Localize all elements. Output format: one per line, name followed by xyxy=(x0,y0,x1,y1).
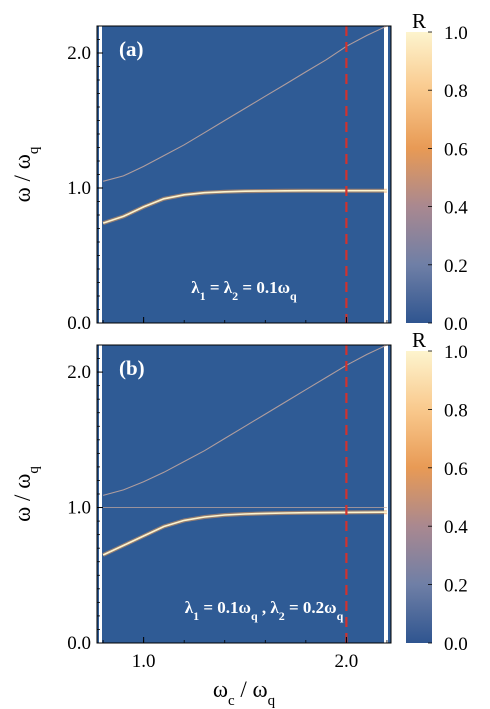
branch-upper xyxy=(102,344,388,496)
x-tick-label: 1.0 xyxy=(132,651,156,672)
colorbar-title: R xyxy=(412,9,426,33)
annotation-sub: q xyxy=(337,609,344,623)
edge-stripe-right xyxy=(384,345,388,643)
annotation-part: = 0.1ω xyxy=(238,278,290,297)
edge-stripe-right xyxy=(384,26,388,323)
colorbar-tick-label: 1.0 xyxy=(444,23,468,44)
colorbar-gradient xyxy=(406,351,432,643)
y-axis-label-part: ω / ω xyxy=(10,154,35,202)
annotation: λ1 = λ2 = 0.1ωq xyxy=(191,278,297,303)
y-axis-label: ω / ωq xyxy=(10,466,42,522)
panel-b: 0.01.02.01.0 2.0(b)λ1 = 0.1ωq , λ2 = 0.2ω… xyxy=(10,328,468,709)
annotation-sub: 2 xyxy=(232,289,238,303)
y-tick-label: 2.0 xyxy=(67,362,91,383)
colorbar-tick-label: 0.0 xyxy=(444,634,468,655)
y-tick-label: 0.0 xyxy=(67,313,91,334)
y-axis-label-sub: q xyxy=(26,466,42,474)
annotation-part: λ xyxy=(185,598,194,617)
annotation-part: = 0.2ω xyxy=(285,598,337,617)
y-axis-label: ω / ωq xyxy=(10,146,42,202)
annotation-sub: 2 xyxy=(279,609,285,623)
annotation: λ1 = 0.1ωq , λ2 = 0.2ωq xyxy=(185,598,344,623)
colorbar-tick-label: 0.2 xyxy=(444,256,468,277)
y-tick-label: 1.0 xyxy=(67,498,91,519)
x-axis-label-part: / ω xyxy=(235,677,268,702)
branch-lower xyxy=(102,189,387,224)
colorbar-tick-label: 0.8 xyxy=(444,81,468,102)
colorbar-tick-label: 1.0 xyxy=(444,342,468,363)
annotation-sub: 1 xyxy=(200,289,206,303)
y-axis-label-sub: q xyxy=(26,146,42,154)
colorbar-gradient xyxy=(406,32,432,323)
annotation-sub: q xyxy=(290,289,297,303)
y-tick-label: 2.0 xyxy=(67,43,91,64)
heatmap-background xyxy=(97,26,391,323)
annotation-part: = 0.1ω xyxy=(199,598,251,617)
colorbar-tick-label: 0.2 xyxy=(444,576,468,597)
x-axis-label-part: ω xyxy=(213,677,228,702)
colorbar-tick-label: 0.8 xyxy=(444,400,468,421)
y-tick-label: 0.0 xyxy=(67,633,91,654)
y-axis-label-part: ω / ω xyxy=(10,474,35,522)
colorbar-tick-label: 0.4 xyxy=(444,198,468,219)
colorbar-tick-label: 0.0 xyxy=(444,314,468,335)
colorbar-tick-label: 0.6 xyxy=(444,459,468,480)
branch-upper xyxy=(102,25,388,182)
x-tick-label: 2.0 xyxy=(335,651,359,672)
annotation-sub: 1 xyxy=(193,609,199,623)
colorbar: R 0.0 0.2 0.4 0.6 0.8 1.0 xyxy=(406,328,468,655)
colorbar-tick-label: 0.6 xyxy=(444,139,468,160)
annotation-part: = λ xyxy=(206,278,233,297)
branch-lower xyxy=(102,511,387,556)
annotation-part: , λ xyxy=(258,598,280,617)
edge-stripe-left xyxy=(99,26,102,323)
x-axis-label-sub: c xyxy=(228,693,235,709)
colorbar-tick-label: 0.4 xyxy=(444,517,468,538)
colorbar-title: R xyxy=(412,328,426,352)
colorbar: R 0.0 0.2 0.4 0.6 0.8 1.0 xyxy=(406,9,468,335)
edge-stripe-left xyxy=(99,345,102,643)
annotation-part: λ xyxy=(191,278,200,297)
x-axis-label: ωc / ωq xyxy=(213,677,276,709)
panel-label: (b) xyxy=(119,356,145,380)
heatmap-background xyxy=(97,345,391,643)
x-axis-label-sub: q xyxy=(268,693,276,709)
y-tick-label: 1.0 xyxy=(67,178,91,199)
panel-label: (a) xyxy=(119,37,144,61)
annotation-sub: q xyxy=(251,609,258,623)
